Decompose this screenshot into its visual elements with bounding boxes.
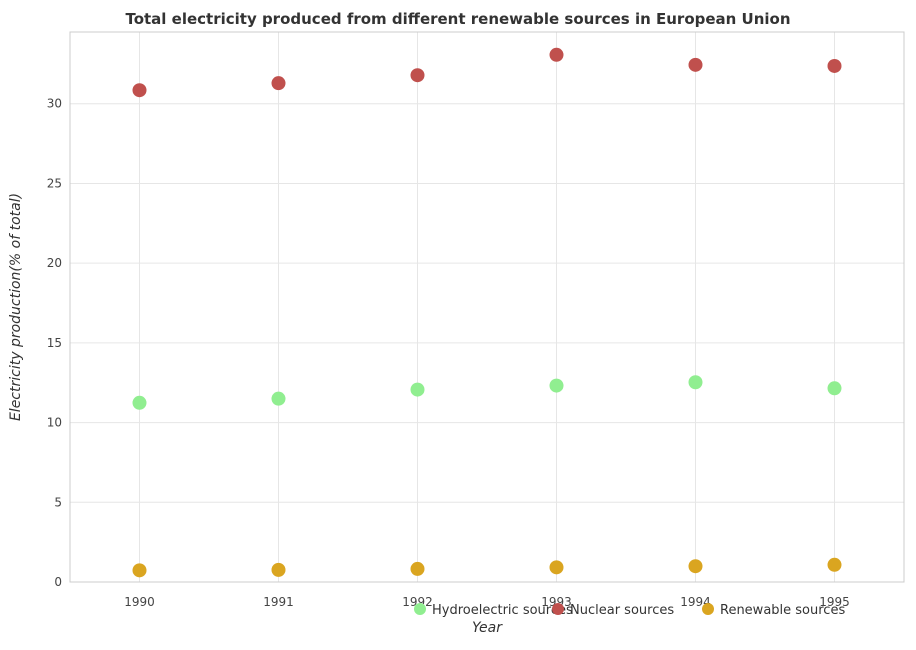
y-tick-label: 20 [47, 256, 62, 270]
nuclear-sources-point [827, 58, 842, 73]
y-tick-label: 30 [47, 97, 62, 111]
legend-marker-hydroelectric-sources [414, 603, 426, 615]
y-tick-label: 15 [47, 336, 62, 350]
y-tick-label: 5 [54, 495, 62, 509]
renewable-sources-point [410, 561, 425, 576]
legend-label-hydroelectric-sources: Hydroelectric sources [432, 603, 573, 618]
plot-frame [69, 31, 905, 583]
x-tick-label: 1990 [124, 595, 155, 609]
grid-lines [70, 32, 904, 583]
legend-marker-nuclear-sources [552, 603, 564, 615]
hydroelectric-sources-point [549, 378, 564, 393]
x-tick-label: 1995 [819, 595, 850, 609]
x-tick-label: 1993 [541, 595, 572, 609]
renewable-sources-point [827, 557, 842, 572]
nuclear-sources-point [549, 47, 564, 62]
nuclear-sources-point [688, 57, 703, 72]
x-tick-label: 1991 [263, 595, 294, 609]
legend-marker-renewable-sources [702, 603, 714, 615]
nuclear-sources-point [271, 76, 286, 91]
renewable-sources-point [688, 559, 703, 574]
nuclear-sources-point [132, 83, 147, 98]
hydroelectric-sources-point [271, 391, 286, 406]
y-tick-label: 25 [47, 176, 62, 190]
legend-label-renewable-sources: Renewable sources [720, 603, 845, 618]
renewable-sources-point [132, 563, 147, 578]
x-tick-label: 1992 [402, 595, 433, 609]
data-points [132, 47, 842, 578]
hydroelectric-sources-point [132, 395, 147, 410]
x-axis-label: Year [472, 620, 503, 636]
renewable-sources-point [549, 560, 564, 575]
y-tick-label: 0 [54, 575, 62, 589]
x-axis-ticks: 1990 1991 1992 1993 1994 1995 [124, 595, 850, 609]
chart-title: Total electricity produced from differen… [125, 10, 790, 28]
hydroelectric-sources-point [410, 382, 425, 397]
nuclear-sources-point [410, 68, 425, 83]
renewable-sources-point [271, 562, 286, 577]
y-axis-ticks: 0 5 10 15 20 25 30 [47, 97, 62, 589]
y-tick-label: 10 [47, 416, 62, 430]
legend-label-nuclear-sources: Nuclear sources [570, 603, 674, 618]
hydroelectric-sources-point [827, 381, 842, 396]
y-axis-label: Electricity production(% of total) [8, 193, 24, 421]
hydroelectric-sources-point [688, 375, 703, 390]
